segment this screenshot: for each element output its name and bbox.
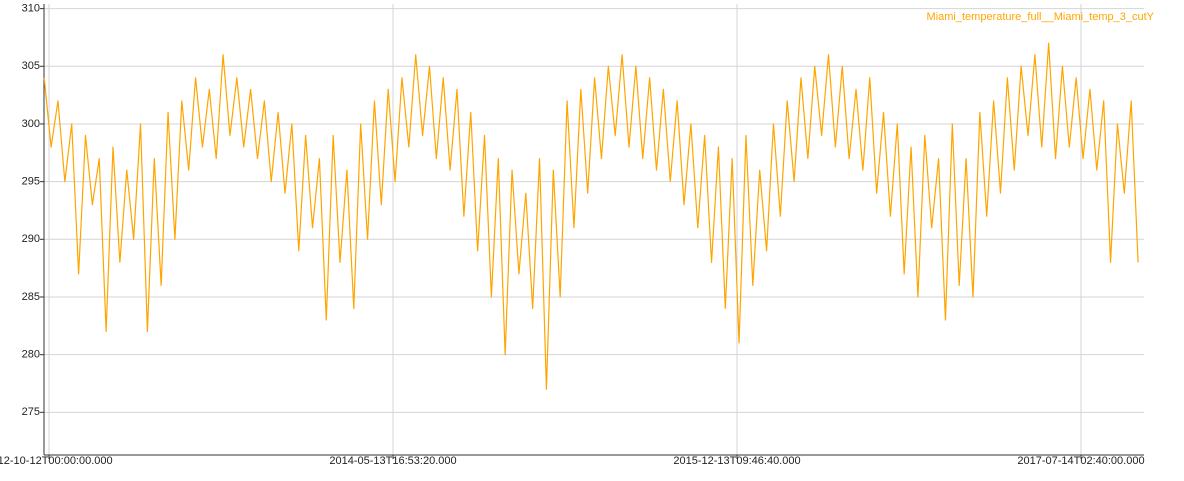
x-tick-label: 2017-07-14T02:40:00.000 xyxy=(1017,455,1144,467)
x-tick-label: 2014-05-13T16:53:20.000 xyxy=(329,455,456,467)
x-tick-label: 2012-10-12T00:00:00.000 xyxy=(0,455,113,467)
data-line xyxy=(43,42,1139,390)
y-tick-label: 285 xyxy=(22,291,40,303)
y-tick-label: 295 xyxy=(22,176,40,188)
y-tick-label: 310 xyxy=(22,3,40,15)
y-tick-label: 300 xyxy=(22,118,40,130)
y-tick-label: 305 xyxy=(22,60,40,72)
y-tick-label: 275 xyxy=(22,406,40,418)
x-tick-label: 2015-12-13T09:46:40.000 xyxy=(673,455,800,467)
y-tick-label: 280 xyxy=(22,349,40,361)
legend-entry: Miami_temperature_full__Miami_temp_3_cut… xyxy=(927,11,1155,23)
grid xyxy=(44,4,1144,455)
y-tick-label: 290 xyxy=(22,233,40,245)
